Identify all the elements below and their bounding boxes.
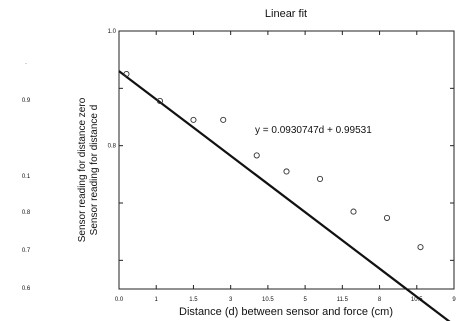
- data-point: [283, 168, 290, 175]
- x-tick-label: 3: [229, 297, 233, 303]
- x-tick-label: 1.5: [189, 297, 198, 303]
- chart-marks: 0.0 1 1.5 3 10.5 5 11.5 8 10.5 90.81.0·0.90.10.80…: [22, 29, 456, 321]
- data-point: [316, 175, 324, 182]
- x-tick-label: 5: [303, 297, 307, 303]
- data-point: [350, 208, 357, 215]
- x-tick-label: 10.5: [262, 297, 274, 303]
- fit-line: [118, 70, 451, 321]
- data-point: [253, 152, 260, 159]
- x-tick-label: 9: [452, 297, 456, 303]
- fit-equation-label: y = 0.0930747d + 0.99531: [255, 125, 372, 136]
- left-margin-label: 0.8: [22, 210, 31, 216]
- data-point: [156, 97, 163, 104]
- left-margin-label: 0.6: [22, 286, 31, 292]
- data-point: [220, 116, 227, 123]
- chart-title: Linear fit: [265, 8, 307, 20]
- x-tick-label: 10.5: [411, 297, 423, 303]
- y-tick-label: 0.8: [108, 144, 117, 150]
- x-tick-label: 0.0: [115, 297, 124, 303]
- left-margin-label: 0.1: [22, 174, 31, 180]
- x-tick-label: 11.5: [337, 297, 349, 303]
- data-point: [383, 214, 391, 221]
- y-tick-label: 1.0: [108, 29, 117, 35]
- data-point: [123, 70, 130, 78]
- x-axis-label: Distance (d) between sensor and force (c…: [179, 306, 393, 318]
- data-point: [190, 116, 197, 123]
- y-axis-label-line-1: Sensor reading for distance zero: [77, 97, 88, 242]
- left-margin-label: 0.9: [22, 98, 31, 104]
- left-margin-label: 0.7: [22, 248, 31, 254]
- x-tick-label: 8: [378, 297, 382, 303]
- data-point: [417, 244, 424, 251]
- plot-frame: [118, 30, 455, 290]
- y-axis-label-line-2: Sensor reading for distance d: [89, 105, 100, 236]
- left-margin-label: ·: [25, 61, 27, 67]
- x-tick-label: 1: [155, 297, 159, 303]
